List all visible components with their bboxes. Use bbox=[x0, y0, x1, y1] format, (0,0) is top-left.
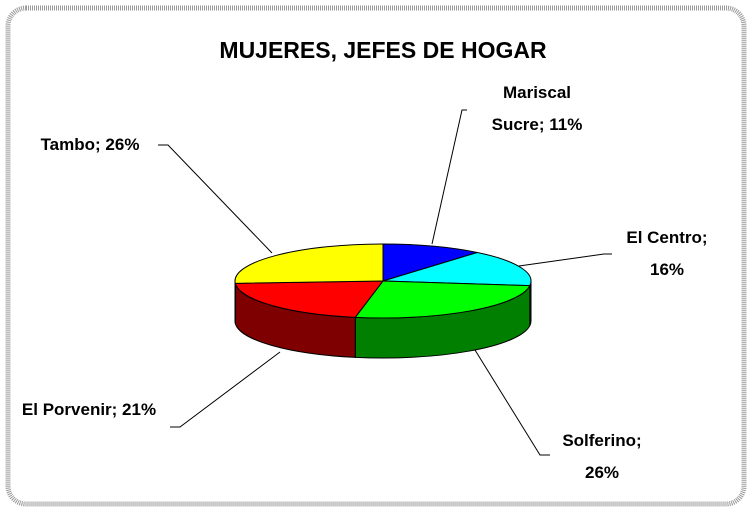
pie-slice bbox=[382, 243, 478, 282]
leader-line bbox=[431, 109, 467, 245]
pie-slice bbox=[354, 280, 531, 319]
leader-line bbox=[474, 349, 550, 456]
data-label: Tambo; 26% bbox=[40, 135, 140, 154]
data-label: Mariscal Sucre; 11% bbox=[491, 83, 583, 134]
pie-slice bbox=[234, 280, 385, 318]
pie-slice bbox=[382, 251, 532, 287]
pie-slice bbox=[234, 243, 384, 284]
data-label: Solferino; 26% bbox=[562, 431, 642, 482]
leader-line bbox=[170, 351, 281, 428]
leader-line bbox=[158, 144, 273, 254]
data-label: El Porvenir; 21% bbox=[21, 400, 157, 419]
leader-line bbox=[518, 253, 612, 267]
leader-lines bbox=[158, 109, 612, 456]
chart-title: MUJERES, JEFES DE HOGAR bbox=[219, 37, 547, 63]
data-label: El Centro; 16% bbox=[626, 228, 708, 279]
